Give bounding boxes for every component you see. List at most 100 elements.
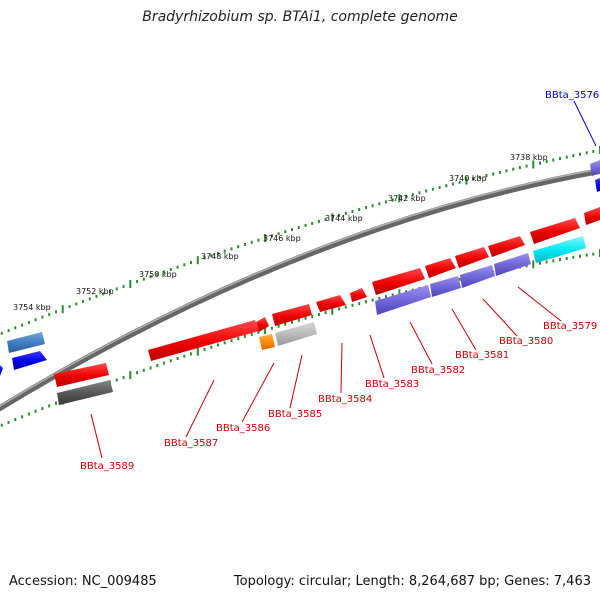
ruler-label: 3748 kbp xyxy=(201,252,239,261)
minor-tick xyxy=(505,169,508,173)
gene-feature[interactable] xyxy=(7,332,45,353)
minor-tick xyxy=(585,151,588,155)
genome-backbone xyxy=(0,168,600,412)
gene-feature[interactable] xyxy=(256,317,269,332)
minor-tick xyxy=(41,407,44,411)
minor-tick xyxy=(149,366,152,370)
minor-tick xyxy=(257,238,260,242)
gene-feature[interactable] xyxy=(530,218,580,244)
minor-tick xyxy=(385,200,387,204)
callout-line xyxy=(369,334,385,379)
outer-tick-track xyxy=(0,146,600,335)
minor-tick xyxy=(304,223,307,227)
gene-feature[interactable] xyxy=(350,288,367,302)
minor-tick xyxy=(297,318,300,322)
gene-label[interactable]: BBta_3579 xyxy=(543,321,597,332)
minor-tick xyxy=(324,311,327,315)
gene-feature[interactable] xyxy=(488,236,525,257)
minor-tick xyxy=(358,208,361,211)
minor-tick xyxy=(324,217,327,221)
gene-feature[interactable] xyxy=(533,236,586,263)
gene-feature[interactable] xyxy=(57,380,113,405)
minor-tick xyxy=(48,312,51,316)
minor-tick xyxy=(525,264,528,268)
gene-labels: BBta_3576 BBta_3579 BBta_3580 BBta_3581 … xyxy=(80,90,599,472)
minor-tick xyxy=(156,272,159,276)
minor-tick xyxy=(291,320,293,324)
gene-label[interactable]: BBta_3587 xyxy=(164,438,218,449)
gene-feature[interactable] xyxy=(316,295,346,312)
gene-feature[interactable] xyxy=(12,351,47,370)
gene-label[interactable]: BBta_3583 xyxy=(365,379,419,390)
gene-feature[interactable] xyxy=(455,247,489,268)
gene-feature[interactable] xyxy=(54,363,109,387)
gene-feature[interactable] xyxy=(595,178,600,192)
minor-tick xyxy=(579,254,581,258)
minor-tick xyxy=(257,330,260,334)
minor-tick xyxy=(82,300,84,303)
minor-tick xyxy=(243,243,246,246)
gene-label[interactable]: BBta_3576 xyxy=(545,90,599,101)
gene-feature[interactable] xyxy=(148,320,259,361)
minor-tick xyxy=(565,155,568,159)
gene-feature[interactable] xyxy=(272,304,312,326)
major-tick xyxy=(196,347,199,356)
gene-feature[interactable] xyxy=(584,207,600,225)
minor-tick xyxy=(163,361,166,365)
callout-line xyxy=(573,100,597,147)
gene-label[interactable]: BBta_3580 xyxy=(499,336,553,347)
minor-tick xyxy=(41,315,44,319)
minor-tick xyxy=(559,157,561,160)
gene-feature[interactable] xyxy=(425,258,456,278)
minor-tick xyxy=(351,303,354,307)
minor-tick xyxy=(7,420,10,424)
minor-tick xyxy=(317,219,320,223)
minor-tick xyxy=(250,240,253,244)
minor-tick xyxy=(223,249,226,253)
ruler-label: 3738 kbp xyxy=(510,153,548,162)
minor-tick xyxy=(0,331,3,335)
minor-tick xyxy=(277,324,280,328)
minor-tick xyxy=(217,251,219,255)
gene-feature[interactable] xyxy=(430,276,461,297)
callout-line xyxy=(289,354,303,409)
gene-feature[interactable] xyxy=(275,322,317,346)
minor-tick xyxy=(237,337,240,341)
gene-feature[interactable] xyxy=(460,265,495,288)
major-tick xyxy=(196,256,199,265)
minor-tick xyxy=(344,211,347,215)
minor-tick xyxy=(452,182,454,186)
minor-tick xyxy=(277,232,280,236)
gene-label[interactable]: BBta_3584 xyxy=(318,394,372,405)
gene-feature[interactable] xyxy=(0,365,3,376)
gene-label[interactable]: BBta_3582 xyxy=(411,365,465,376)
minor-tick xyxy=(458,180,461,184)
minor-tick xyxy=(115,287,118,291)
minor-tick xyxy=(176,265,179,269)
minor-tick xyxy=(431,187,434,191)
gene-label[interactable]: BBta_3585 xyxy=(268,409,322,420)
major-tick xyxy=(398,289,401,298)
minor-tick xyxy=(385,295,387,299)
gene-feature[interactable] xyxy=(375,285,431,315)
major-tick xyxy=(264,234,267,242)
minor-tick xyxy=(364,206,367,210)
gene-feature[interactable] xyxy=(259,334,275,350)
gene-feature[interactable] xyxy=(372,268,425,295)
gene-feature[interactable] xyxy=(590,160,600,176)
minor-tick xyxy=(136,280,139,283)
minor-tick xyxy=(68,305,71,309)
major-tick xyxy=(129,371,132,380)
accession-label: Accession: NC_009485 xyxy=(9,574,157,589)
minor-tick xyxy=(270,326,273,330)
gene-label[interactable]: BBta_3586 xyxy=(216,423,270,434)
minor-tick xyxy=(48,404,51,408)
gene-label[interactable]: BBta_3589 xyxy=(80,461,134,472)
gene-feature[interactable] xyxy=(494,253,531,276)
gene-label[interactable]: BBta_3581 xyxy=(455,350,509,361)
minor-tick xyxy=(75,302,78,306)
minor-tick xyxy=(445,184,448,188)
minor-tick xyxy=(552,259,555,263)
ruler-label: 3752 kbp xyxy=(76,287,114,296)
minor-tick xyxy=(21,323,24,327)
